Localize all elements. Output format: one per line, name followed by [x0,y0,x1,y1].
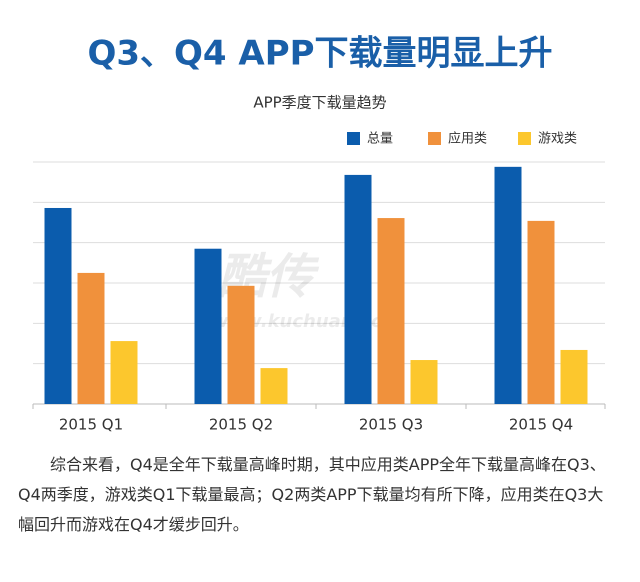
bar [194,248,222,404]
bar [377,218,405,404]
bar [260,368,288,404]
legend-label: 应用类 [448,131,487,147]
bar [527,220,555,404]
bar [560,349,588,404]
legend-swatch [347,132,360,145]
bar [77,272,105,404]
x-tick-label: 2015 Q2 [209,416,273,434]
x-tick-label: 2015 Q1 [59,416,123,434]
chart-title: Q3、Q4 APP下载量明显上升 [87,34,552,74]
legend-swatch [518,132,531,145]
legend-label: 总量 [367,132,393,147]
x-tick-label: 2015 Q4 [509,416,573,434]
chart-subtitle: APP季度下载量趋势 [253,94,386,112]
legend-swatch [428,132,441,145]
bar [227,285,255,404]
bar [344,174,372,404]
bar [494,166,522,404]
summary-text: 综合来看，Q4是全年下载量高峰时期，其中应用类APP全年下载量高峰在Q3、Q4两… [18,455,606,534]
legend-label: 游戏类 [538,132,577,147]
x-tick-label: 2015 Q3 [359,416,423,434]
bar [44,207,72,404]
chart: Q3、Q4 APP下载量明显上升 APP季度下载量趋势 酷传www.kuchua… [32,34,606,434]
bar [110,341,138,404]
bar [410,360,438,404]
